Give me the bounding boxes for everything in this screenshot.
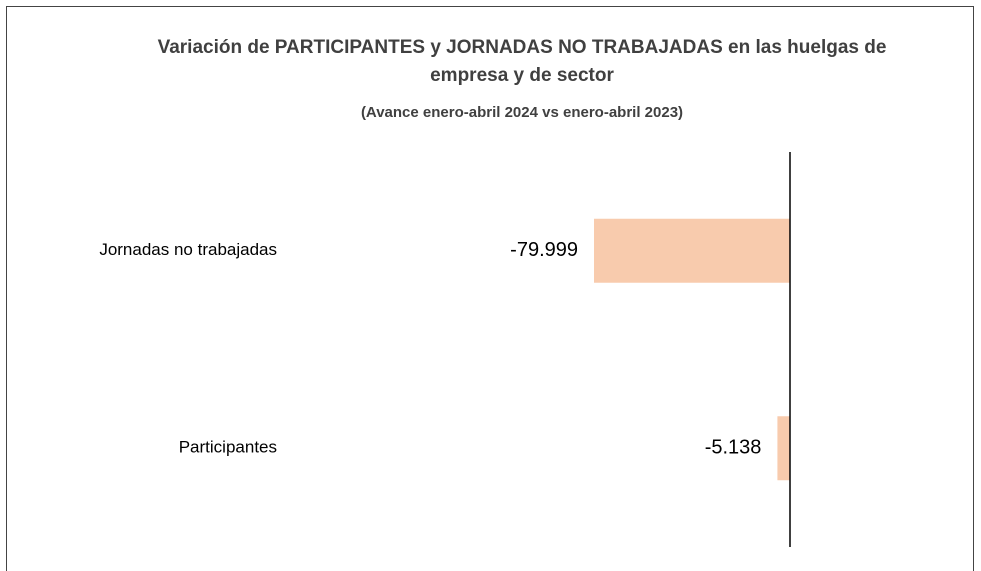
bar xyxy=(594,218,790,283)
bar xyxy=(777,416,790,481)
chart-border xyxy=(6,6,974,571)
category-label: Participantes xyxy=(179,438,277,457)
value-label: -79.999 xyxy=(510,239,578,261)
value-label: -5.138 xyxy=(705,437,762,459)
category-label: Jornadas no trabajadas xyxy=(99,240,277,259)
chart-subtitle: (Avance enero-abril 2024 vs enero-abril … xyxy=(360,104,684,121)
chart-title: Variación de PARTICIPANTES y JORNADAS NO… xyxy=(157,37,887,86)
